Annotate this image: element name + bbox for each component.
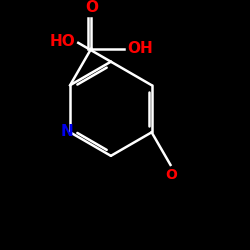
Text: N: N: [60, 124, 73, 138]
Text: OH: OH: [127, 41, 153, 56]
Text: O: O: [85, 0, 98, 15]
Text: HO: HO: [50, 34, 76, 49]
Text: O: O: [166, 168, 177, 182]
